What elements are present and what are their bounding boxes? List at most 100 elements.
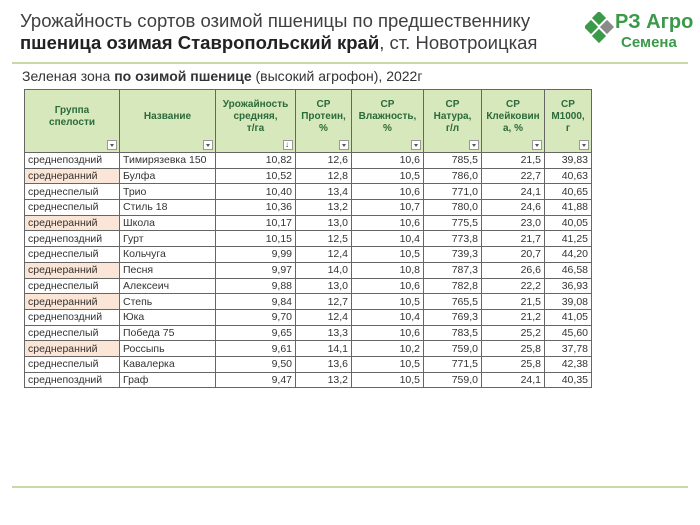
title-line-2: пшеница озимая Ставропольский край, ст. … (20, 32, 580, 54)
cell-value: 10,8 (351, 261, 424, 279)
subtitle-suffix: (высокий агрофон), 2022г (251, 68, 423, 84)
logo-diamond-icon (585, 12, 615, 44)
column-header-text: Урожайность (222, 99, 289, 110)
divider-bottom (12, 486, 688, 488)
cell-value: 10,6 (351, 324, 424, 342)
cell-value: 9,47 (215, 371, 296, 389)
cell-value: 40,65 (544, 183, 592, 201)
cell-value: 10,4 (351, 230, 424, 248)
column-header-text: т/га (246, 123, 265, 134)
cell-value: 21,2 (481, 308, 545, 326)
cell-value: 10,6 (351, 277, 424, 295)
cell-value: 773,8 (423, 230, 482, 248)
cell-variety: Трио (119, 183, 216, 201)
table-row: среднеранний Школа 10,17 13,0 10,6 775,5 23,0 4… (24, 214, 592, 232)
cell-variety: Школа (119, 214, 216, 232)
cell-variety: Кольчуга (119, 246, 216, 263)
cell-value: 9,50 (215, 355, 296, 373)
table-row: среднепоздний Граф 9,47 13,2 10,5 759,0 24,1 40… (24, 371, 592, 389)
cell-value: 10,17 (215, 214, 296, 232)
cell-value: 41,05 (544, 308, 592, 326)
column-header-text: Клейковин (486, 111, 540, 122)
table-row: среднепоздний Юка 9,70 12,4 10,4 769,3 21,2 41,… (24, 308, 592, 326)
table-row: среднеспелый Стиль 18 10,36 13,2 10,7 780,0 24… (24, 199, 592, 216)
divider-top (12, 62, 688, 64)
cell-group: среднеранний (24, 214, 120, 232)
table-row: среднеранний Булфа 10,52 12,8 10,5 786,0 22,7 4… (24, 167, 592, 185)
column-header-text: средняя, (233, 111, 278, 122)
cell-value: 14,1 (295, 340, 352, 357)
cell-value: 10,6 (351, 152, 424, 169)
filter-dropdown-icon[interactable] (579, 140, 589, 150)
cell-value: 39,83 (544, 152, 592, 169)
subtitle-prefix: Зеленая зона (22, 68, 115, 84)
cell-value: 780,0 (423, 199, 482, 216)
cell-group: среднеранний (24, 293, 120, 310)
cell-value: 9,97 (215, 261, 296, 279)
cell-value: 13,6 (295, 355, 352, 373)
cell-variety: Юка (119, 308, 216, 326)
cell-value: 25,2 (481, 324, 545, 342)
logo-text-top: РЗ Агро (615, 11, 694, 33)
table-row: среднепоздний Гурт 10,15 12,5 10,4 773,8 21,7 4… (24, 230, 592, 248)
cell-value: 9,84 (215, 293, 296, 310)
cell-variety: Стиль 18 (119, 199, 216, 216)
cell-value: 10,5 (351, 371, 424, 389)
column-header-text: а, % (502, 123, 523, 134)
cell-value: 10,5 (351, 293, 424, 310)
column-header-text: Группа (54, 105, 90, 116)
filter-dropdown-icon[interactable] (203, 140, 213, 150)
cell-group: среднеспелый (24, 355, 120, 373)
filter-dropdown-icon[interactable] (107, 140, 117, 150)
cell-value: 10,52 (215, 167, 296, 185)
column-header-text: г/л (445, 123, 460, 134)
cell-value: 9,88 (215, 277, 296, 295)
cell-value: 25,8 (481, 340, 545, 357)
title-rest-part: , ст. Новотроицкая (379, 32, 538, 53)
cell-value: 44,20 (544, 246, 592, 263)
cell-value: 42,38 (544, 355, 592, 373)
filter-dropdown-icon[interactable] (532, 140, 542, 150)
column-header-7: СР М1000, г (544, 89, 592, 153)
table-row: среднеспелый Кольчуга 9,99 12,4 10,5 739,3 20,… (24, 246, 592, 263)
table-row: среднеранний Россыпь 9,61 14,1 10,2 759,0 25,8… (24, 340, 592, 357)
cell-value: 783,5 (423, 324, 482, 342)
cell-variety: Победа 75 (119, 324, 216, 342)
sort-filter-icon[interactable] (283, 139, 293, 151)
column-header-3: СР Протеин,% (295, 89, 352, 153)
column-header-2: Урожайность средняя, т/га (215, 89, 296, 153)
cell-variety: Тимирязевка 150 (119, 152, 216, 169)
table-row: среднеспелый Победа 75 9,65 13,3 10,6 783,5 25… (24, 324, 592, 342)
subtitle: Зеленая зона по озимой пшенице (высокий … (22, 68, 422, 84)
cell-value: 40,05 (544, 214, 592, 232)
cell-value: 739,3 (423, 246, 482, 263)
column-header-text: Натура, (433, 111, 472, 122)
column-header-text: спелости (49, 117, 95, 128)
filter-dropdown-icon[interactable] (411, 140, 421, 150)
cell-value: 771,5 (423, 355, 482, 373)
column-header-6: СР Клейковин а, % (481, 89, 545, 153)
cell-value: 37,78 (544, 340, 592, 357)
cell-variety: Граф (119, 371, 216, 389)
cell-value: 10,6 (351, 183, 424, 201)
table-row: среднеранний Песня 9,97 14,0 10,8 787,3 26,6 46… (24, 261, 592, 279)
cell-value: 22,2 (481, 277, 545, 295)
column-header-0: Группа спелости (24, 89, 120, 153)
column-header-text: % (319, 123, 328, 134)
table-row: среднеспелый Трио 10,40 13,4 10,6 771,0 24,1 40… (24, 183, 592, 201)
filter-dropdown-icon[interactable] (469, 140, 479, 150)
cell-value: 10,40 (215, 183, 296, 201)
cell-value: 759,0 (423, 340, 482, 357)
column-header-text: СР (506, 99, 520, 110)
filter-dropdown-icon[interactable] (339, 140, 349, 150)
cell-value: 13,0 (295, 214, 352, 232)
cell-value: 21,7 (481, 230, 545, 248)
cell-value: 9,65 (215, 324, 296, 342)
column-header-text: Протеин, (301, 111, 346, 122)
cell-value: 10,82 (215, 152, 296, 169)
cell-value: 10,5 (351, 167, 424, 185)
cell-value: 36,93 (544, 277, 592, 295)
cell-value: 9,61 (215, 340, 296, 357)
column-header-1: Название (119, 89, 216, 153)
cell-value: 45,60 (544, 324, 592, 342)
